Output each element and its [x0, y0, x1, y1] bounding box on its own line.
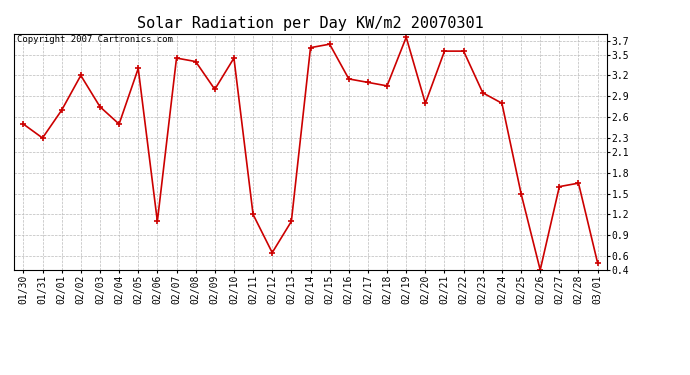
Text: Copyright 2007 Cartronics.com: Copyright 2007 Cartronics.com — [17, 35, 172, 44]
Title: Solar Radiation per Day KW/m2 20070301: Solar Radiation per Day KW/m2 20070301 — [137, 16, 484, 31]
